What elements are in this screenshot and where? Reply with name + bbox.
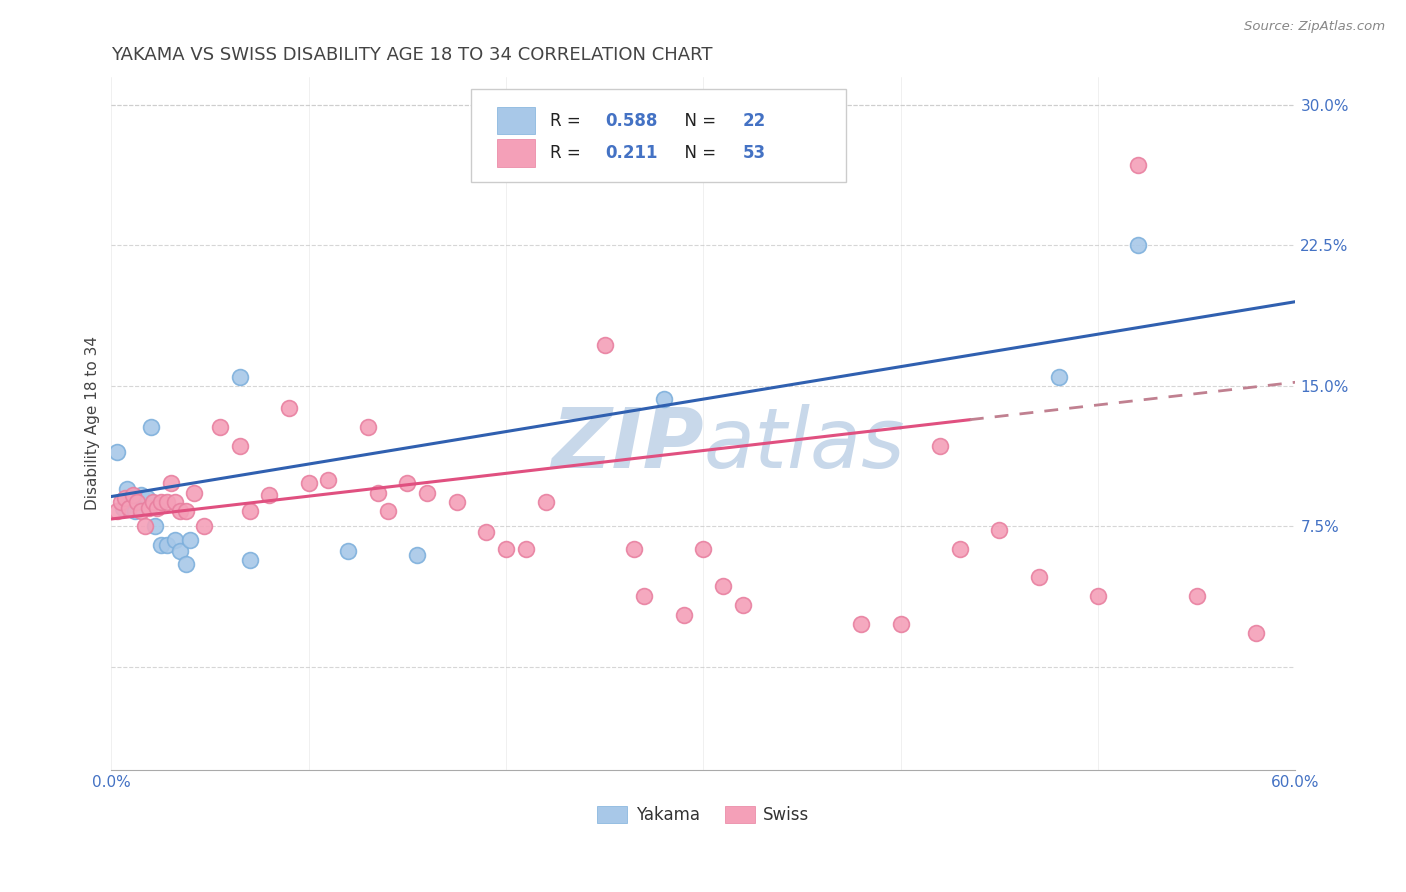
Point <box>672 607 695 622</box>
Point <box>143 519 166 533</box>
Point <box>105 444 128 458</box>
Point <box>377 504 399 518</box>
Point <box>357 420 380 434</box>
Point <box>159 476 181 491</box>
Text: N =: N = <box>673 145 721 162</box>
Point <box>446 495 468 509</box>
Point <box>228 369 250 384</box>
Point <box>183 485 205 500</box>
Point <box>169 504 191 518</box>
Text: N =: N = <box>673 112 721 129</box>
Point <box>208 420 231 434</box>
Point <box>475 525 498 540</box>
Point <box>142 495 165 509</box>
Point <box>156 538 179 552</box>
FancyBboxPatch shape <box>471 88 845 182</box>
Point <box>179 533 201 547</box>
Point <box>318 473 340 487</box>
Point <box>115 482 138 496</box>
Point <box>278 401 301 416</box>
Point <box>163 533 186 547</box>
Point <box>949 541 972 556</box>
Point <box>105 504 128 518</box>
Text: atlas: atlas <box>703 404 905 484</box>
Point <box>156 495 179 509</box>
Point <box>623 541 645 556</box>
Point <box>1185 589 1208 603</box>
Point <box>259 488 281 502</box>
Point <box>929 439 952 453</box>
Bar <box>498 107 536 135</box>
Point <box>495 541 517 556</box>
Point <box>337 544 360 558</box>
Point <box>114 491 136 506</box>
Point <box>1126 158 1149 172</box>
Text: 53: 53 <box>742 145 766 162</box>
Point <box>652 392 675 406</box>
Text: Source: ZipAtlas.com: Source: ZipAtlas.com <box>1244 20 1385 33</box>
Point <box>176 557 198 571</box>
Point <box>593 338 616 352</box>
Point <box>228 439 250 453</box>
Point <box>110 495 132 509</box>
Text: 0.588: 0.588 <box>605 112 658 129</box>
Point <box>367 485 389 500</box>
Bar <box>498 139 536 167</box>
Point <box>406 548 429 562</box>
Point <box>163 495 186 509</box>
Point <box>238 553 260 567</box>
Point <box>124 504 146 518</box>
Point <box>134 519 156 533</box>
Point <box>146 500 169 515</box>
Point <box>988 523 1011 537</box>
Point <box>851 616 873 631</box>
Point <box>711 579 734 593</box>
Point <box>193 519 215 533</box>
Point <box>138 500 160 515</box>
Point <box>136 491 159 506</box>
Point <box>139 420 162 434</box>
Point <box>1047 369 1070 384</box>
Point <box>122 488 145 502</box>
Text: 22: 22 <box>742 112 766 129</box>
Point <box>176 504 198 518</box>
Point <box>120 491 142 506</box>
Point <box>149 538 172 552</box>
Text: R =: R = <box>550 145 591 162</box>
Point <box>416 485 439 500</box>
Point <box>731 598 754 612</box>
Point <box>118 500 141 515</box>
Point <box>1126 238 1149 252</box>
Point <box>633 589 655 603</box>
Text: 0.211: 0.211 <box>605 145 658 162</box>
Text: ZIP: ZIP <box>551 404 703 484</box>
Text: R =: R = <box>550 112 585 129</box>
Point <box>1244 626 1267 640</box>
Legend: Yakama, Swiss: Yakama, Swiss <box>598 805 810 824</box>
Point <box>534 495 557 509</box>
Point <box>125 495 148 509</box>
Point <box>1028 570 1050 584</box>
Point <box>112 500 135 515</box>
Y-axis label: Disability Age 18 to 34: Disability Age 18 to 34 <box>86 336 100 510</box>
Point <box>238 504 260 518</box>
Point <box>396 476 419 491</box>
Text: YAKAMA VS SWISS DISABILITY AGE 18 TO 34 CORRELATION CHART: YAKAMA VS SWISS DISABILITY AGE 18 TO 34 … <box>111 46 713 64</box>
Point <box>515 541 537 556</box>
Point <box>890 616 912 631</box>
Point <box>129 504 152 518</box>
Point <box>1087 589 1109 603</box>
Point <box>149 495 172 509</box>
Point <box>129 488 152 502</box>
Point <box>169 544 191 558</box>
Point <box>298 476 321 491</box>
Point <box>692 541 714 556</box>
